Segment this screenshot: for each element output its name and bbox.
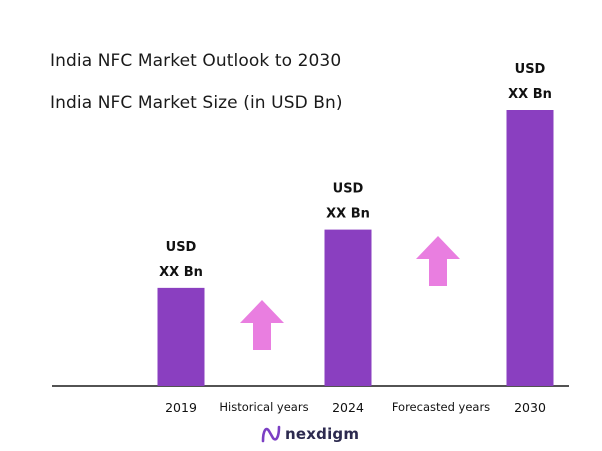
chart-subtitle: India NFC Market Size (in USD Bn) (50, 93, 343, 113)
x-tick-label-2030: 2030 (514, 400, 546, 415)
x-tick-label-2019: 2019 (165, 400, 197, 415)
bar-value-label-2019-line-2: XX Bn (159, 265, 203, 280)
period-label-1: Historical years (219, 400, 308, 414)
x-tick-label-2024: 2024 (332, 400, 364, 415)
bar-value-label-2030-line-2: XX Bn (508, 87, 552, 102)
nexdigm-logo-icon (261, 425, 281, 443)
historical-growth-up-arrow-icon (240, 300, 284, 350)
bar-value-label-2024-line-1: USD (333, 182, 364, 197)
chart-title: India NFC Market Outlook to 2030 (50, 51, 342, 71)
period-label-2: Forecasted years (392, 400, 490, 414)
bar-value-label-2030-line-1: USD (515, 62, 546, 77)
bar-value-label-2024-line-2: XX Bn (326, 207, 370, 222)
bar-value-label-2019-line-1: USD (166, 240, 197, 255)
bar-2024 (324, 229, 372, 386)
bar-2019 (157, 287, 205, 386)
forecast-growth-up-arrow-icon (416, 236, 460, 286)
nexdigm-logo-text: nexdigm (285, 425, 360, 443)
bar-2030 (506, 110, 554, 386)
